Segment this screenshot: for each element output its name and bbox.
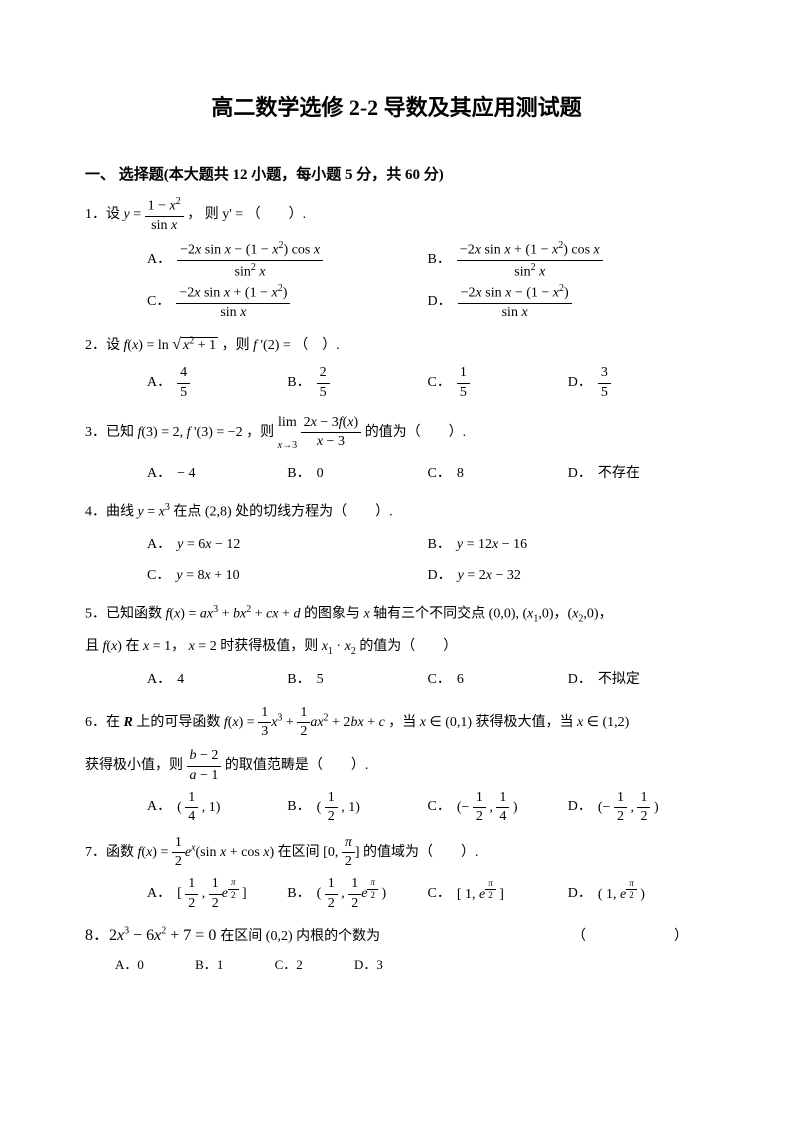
q6-line1: 6．在 R 上的可导函数 f(x) = 13x3 + 12ax2 + 2bx +… (85, 704, 708, 741)
q7-text: 7．函数 f(x) = 12ex(sin x + cos x) 在区间 [0, … (85, 834, 708, 871)
q4-option-d: D．y = 2x − 32 (428, 561, 709, 592)
q5-line1: 5．已知函数 f(x) = ax3 + bx2 + cx + d 的图象与 x … (85, 600, 708, 628)
q8-option-b: B．1 (195, 957, 247, 972)
q6-option-d: D．(− 12 , 12 ) (568, 789, 708, 826)
q8-options: A．0 B．1 C．2 D．3 (85, 955, 708, 976)
section-header: 一、 选择题(本大题共 12 小题，每小题 5 分，共 60 分) (85, 163, 708, 187)
q2-options: A．45 B．25 C．15 D．35 (85, 364, 708, 401)
q5-option-a: A．4 (147, 665, 287, 696)
q3-text: 3．已知 f(3) = 2, f '(3) = −2 ，则 limx→3 2x … (85, 410, 708, 456)
q1-option-b: B．−2x sin x + (1 − x2) cos xsin2 x (428, 239, 709, 282)
question-3: 3．已知 f(3) = 2, f '(3) = −2 ，则 limx→3 2x … (85, 410, 708, 490)
q5-line2: 且 f(x) 在 x = 1， x = 2 时获得极值，则 x1 · x2 的值… (85, 634, 708, 661)
q5-option-c: C．6 (428, 665, 568, 696)
question-7: 7．函数 f(x) = 12ex(sin x + cos x) 在区间 [0, … (85, 834, 708, 913)
q1-option-a: A．−2x sin x − (1 − x2) cos xsin2 x (147, 239, 428, 282)
q8-option-a: A．0 (115, 957, 168, 972)
q5-option-b: B．5 (287, 665, 427, 696)
q1-text: 1．设 y = 1 − x2sin x ， 则 y' = （ ）. (85, 195, 708, 235)
q7-option-b: B．( 12 , 12eπ2 ) (287, 875, 427, 912)
q4-options: A．y = 6x − 12 B．y = 12x − 16 C．y = 8x + … (85, 530, 708, 592)
q5-options: A．4 B．5 C．6 D．不拟定 (85, 665, 708, 696)
q7-option-a: A．[ 12 , 12eπ2 ] (147, 875, 287, 912)
question-5: 5．已知函数 f(x) = ax3 + bx2 + cx + d 的图象与 x … (85, 600, 708, 696)
q7-options: A．[ 12 , 12eπ2 ] B．( 12 , 12eπ2 ) C．[ 1,… (85, 875, 708, 912)
question-8: 8．2x3 − 6x2 + 7 = 0 在区间 (0,2) 内根的个数为 （ ）… (85, 921, 708, 976)
q4-option-c: C．y = 8x + 10 (147, 561, 428, 592)
q6-option-c: C．(− 12 , 14 ) (428, 789, 568, 826)
q2-option-c: C．15 (428, 364, 568, 401)
q6-options: A．( 14 , 1) B．( 12 , 1) C．(− 12 , 14 ) D… (85, 789, 708, 826)
q4-text: 4．曲线 y = x3 在点 (2,8) 处的切线方程为（ ）. (85, 498, 708, 526)
q2-option-b: B．25 (287, 364, 427, 401)
question-2: 2．设 f(x) = ln √x2 + 1 ，则 f '(2) = （ ）. A… (85, 330, 708, 402)
q1-prefix: 1．设 (85, 207, 124, 222)
q6-line2: 获得极小值，则 b − 2a − 1 的取值范畴是（ ）. (85, 747, 708, 784)
q8-text: 8．2x3 − 6x2 + 7 = 0 在区间 (0,2) 内根的个数为 (85, 921, 380, 951)
q3-option-a: A．− 4 (147, 459, 287, 490)
q1-formula: y = 1 − x2sin x (124, 207, 184, 222)
q2-option-d: D．35 (568, 364, 708, 401)
question-1: 1．设 y = 1 − x2sin x ， 则 y' = （ ）. A．−2x … (85, 195, 708, 322)
q1-option-d: D．−2x sin x − (1 − x2)sin x (428, 282, 709, 322)
q3-options: A．− 4 B．0 C．8 D．不存在 (85, 459, 708, 490)
q3-option-b: B．0 (287, 459, 427, 490)
q3-option-c: C．8 (428, 459, 568, 490)
q2-option-a: A．45 (147, 364, 287, 401)
q7-option-d: D．( 1, eπ2 ) (568, 875, 708, 912)
q2-text: 2．设 f(x) = ln √x2 + 1 ，则 f '(2) = （ ）. (85, 330, 708, 360)
q4-option-a: A．y = 6x − 12 (147, 530, 428, 561)
q1-options: A．−2x sin x − (1 − x2) cos xsin2 x B．−2x… (85, 239, 708, 322)
q5-option-d: D．不拟定 (568, 665, 708, 696)
question-4: 4．曲线 y = x3 在点 (2,8) 处的切线方程为（ ）. A．y = 6… (85, 498, 708, 592)
answer-paren: （ ） (572, 926, 708, 948)
q4-option-b: B．y = 12x − 16 (428, 530, 709, 561)
document-title: 高二数学选修 2-2 导数及其应用测试题 (85, 90, 708, 125)
q6-option-b: B．( 12 , 1) (287, 789, 427, 826)
q1-suffix: ， 则 y' = （ ）. (187, 207, 306, 222)
question-6: 6．在 R 上的可导函数 f(x) = 13x3 + 12ax2 + 2bx +… (85, 704, 708, 826)
q6-option-a: A．( 14 , 1) (147, 789, 287, 826)
q8-option-d: D．3 (354, 957, 407, 972)
q8-option-c: C．2 (275, 957, 327, 972)
q7-option-c: C．[ 1, eπ2 ] (428, 875, 568, 912)
q3-option-d: D．不存在 (568, 459, 708, 490)
q1-option-c: C．−2x sin x + (1 − x2)sin x (147, 282, 428, 322)
